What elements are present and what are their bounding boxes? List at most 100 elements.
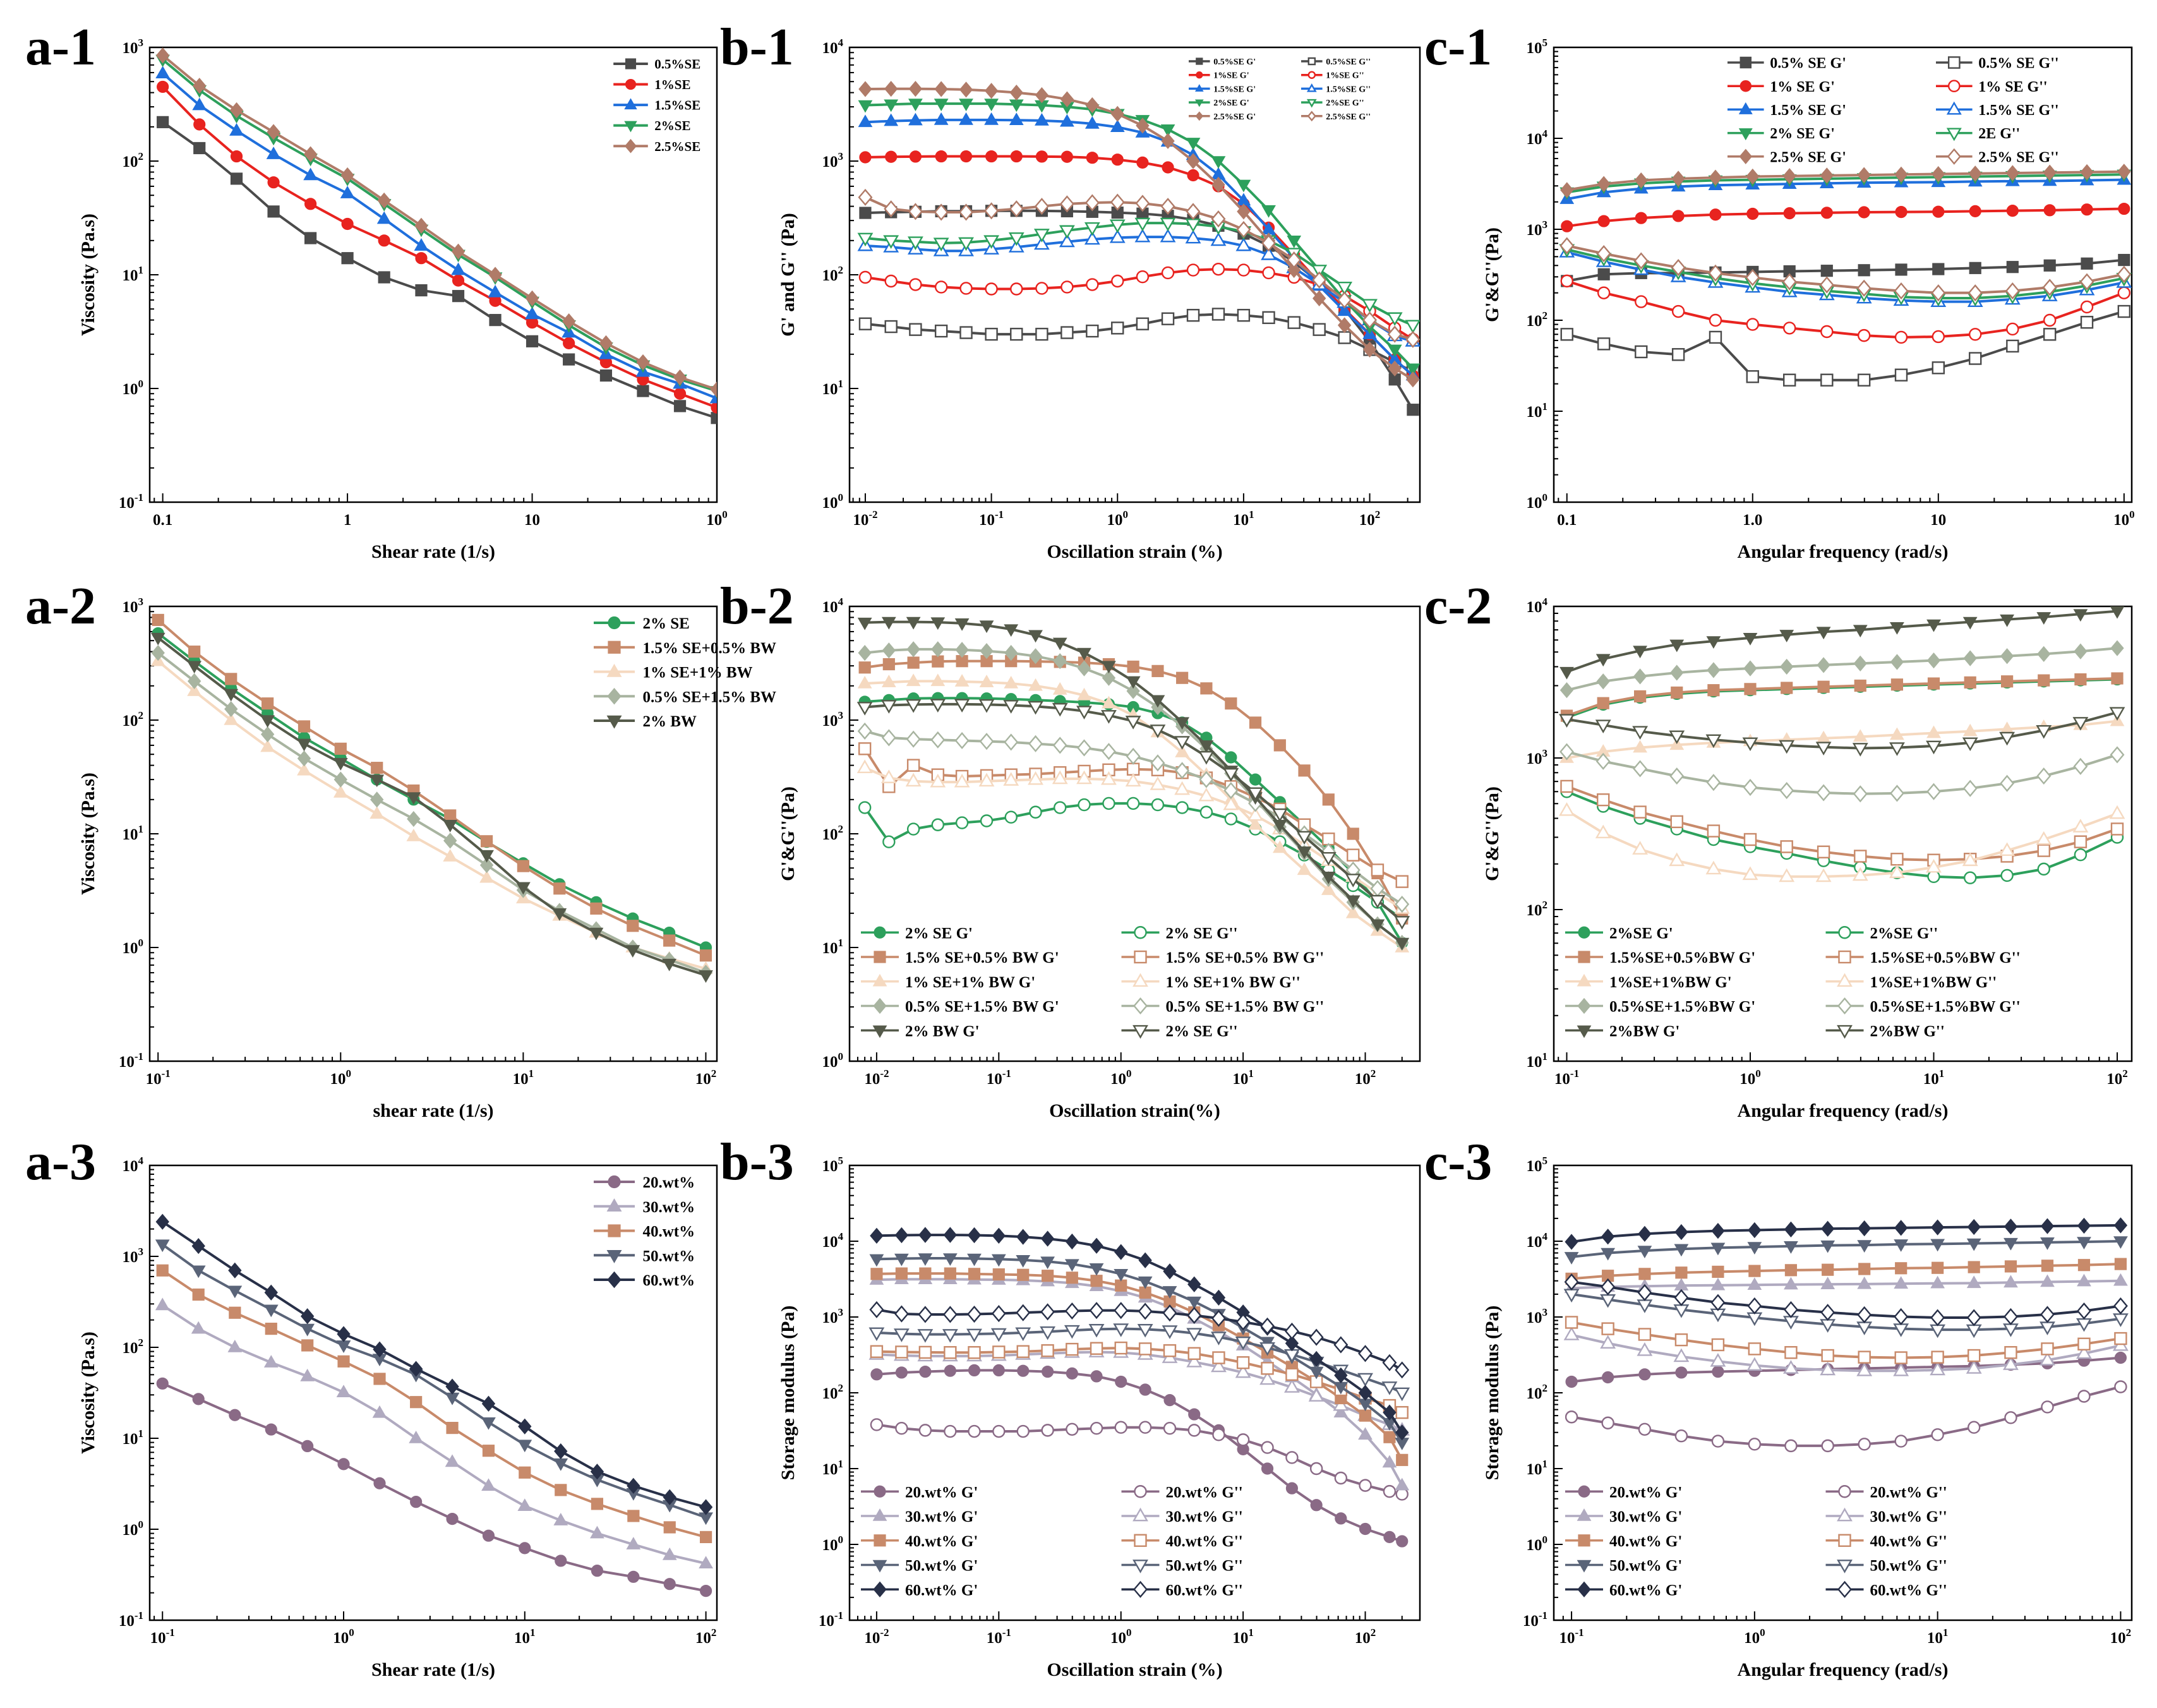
data-point [2043,164,2057,181]
data-point [2037,646,2051,663]
legend-label: 60.wt% [643,1272,695,1289]
data-point [1559,682,1574,699]
data-point [918,1253,933,1266]
data-point [1199,771,1214,788]
data-point [1746,168,1760,185]
legend-marker [874,1534,886,1547]
data-point [192,1288,205,1301]
legend-label: 2% SE G'' [1166,1023,1238,1040]
data-point [1345,895,1361,908]
data-point [1964,871,1977,884]
data-point [944,1346,957,1359]
series-line [162,1243,707,1519]
data-point [954,731,970,750]
series-1-5-se [155,66,717,404]
data-point [1247,807,1263,821]
x-tick-label: 101 [513,1068,534,1088]
data-point [1035,327,1048,341]
data-point [1066,1367,1078,1380]
data-point [1597,697,1609,709]
data-point [1175,762,1190,779]
data-point [1337,282,1353,296]
data-point [1395,875,1409,888]
data-point [1296,831,1313,845]
data-point [260,715,275,728]
data-point [1136,270,1150,284]
data-point [895,1345,908,1359]
data-point [858,100,873,113]
data-point [1052,682,1067,695]
series-1-se [157,80,717,414]
legend-marker [607,687,622,705]
series-line [1566,750,2118,795]
legend-label: 2%BW G' [1609,1023,1679,1040]
data-point [1110,105,1124,122]
data-point [1064,1259,1079,1272]
data-point [1334,1367,1348,1383]
data-point [1015,1327,1031,1342]
series-40-wt-g- [1565,1258,2127,1285]
data-point [1200,682,1213,695]
data-point [907,656,920,669]
data-point [599,335,613,351]
data-point [1560,328,1573,341]
data-point [1211,1332,1227,1345]
data-point [1003,700,1019,714]
data-point [1287,316,1301,329]
legend-label: 1.5% SE G' [1770,102,1846,119]
data-point [1890,853,1904,866]
data-point [1857,1306,1872,1324]
data-point [2036,725,2052,739]
legend-label: 60.wt% G'' [1870,1582,1947,1599]
data-point [858,81,872,97]
series-line [162,1304,707,1565]
data-point [1633,740,1647,753]
data-point [2110,822,2124,836]
panel-c-2: c-2 10-1 100 101 102 101 102 103 104 Angular freq… [1424,577,2133,1121]
y-tick-label: 100 [1527,1534,1548,1554]
data-point [2079,273,2094,291]
data-point [1601,1416,1614,1429]
data-point [1858,1263,1871,1275]
data-point [673,400,687,412]
data-point [1705,860,1722,875]
data-point [906,616,921,630]
data-point [1085,116,1100,129]
data-point [372,1405,387,1418]
data-point [1134,228,1151,243]
data-point [2006,205,2019,217]
y-tick-label: 101 [123,264,144,284]
series-60-wt-g- [1565,1217,2128,1250]
data-point [2117,265,2132,283]
data-point [934,324,948,338]
data-point [152,613,164,627]
data-point [1040,1326,1056,1340]
data-point [1034,198,1049,215]
data-point [1199,740,1214,753]
data-point [2077,1273,2091,1287]
data-point [193,118,206,131]
data-point [1710,1242,1726,1256]
data-point [1926,619,1941,632]
legend-marker [1307,111,1316,122]
data-point [1009,112,1024,126]
data-point [337,1326,351,1342]
legend-marker [1947,56,1961,69]
data-point [1565,1410,1578,1424]
x-axis-title: Oscillation strain(%) [1049,1100,1220,1121]
data-point [1285,1451,1299,1464]
data-point [967,1227,982,1244]
legend-marker [1134,950,1147,964]
data-point [1854,679,1866,692]
panel-a-1: a-1 0.1 1 10 100 10-1 100 101 102 103 Shear rate (… [25,18,728,562]
data-point [2006,261,2019,274]
y-tick-label: 101 [123,823,144,843]
data-point [1388,360,1402,376]
data-point [1028,648,1043,665]
data-point [1857,373,1871,387]
data-point [1963,650,1977,666]
data-point [1968,1261,1980,1273]
data-point [1077,647,1091,661]
data-point [2000,869,2014,882]
data-point [1040,1230,1055,1247]
